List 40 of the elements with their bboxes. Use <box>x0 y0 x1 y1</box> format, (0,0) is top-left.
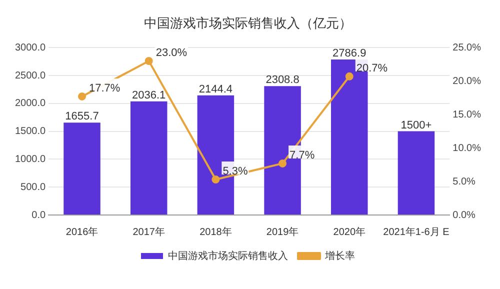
y-tick-label: 0.0 <box>32 210 46 221</box>
legend-label: 增长率 <box>324 250 355 262</box>
point <box>212 176 220 184</box>
legend-label: 中国游戏市场实际销售收入 <box>168 250 288 262</box>
y2-tick-label: 25.0% <box>452 42 482 54</box>
data-label: 1655.7 <box>65 110 99 123</box>
y2-tick-label: 15.0% <box>452 109 482 120</box>
y-tick-label: 2500.0 <box>14 70 46 82</box>
y-tick-label: 2000.0 <box>14 98 46 110</box>
x-tick-label: 2019年 <box>266 226 299 238</box>
data-label: 20.7% <box>356 62 388 74</box>
y-tick-label: 500.0 <box>20 182 46 193</box>
x-tick-label: 2017年 <box>132 226 165 238</box>
data-label: 23.0% <box>156 47 188 60</box>
x-tick-label: 2020年 <box>333 226 366 238</box>
data-label: 2308.8 <box>266 74 300 86</box>
y2-tick-label: 10.0% <box>452 142 482 154</box>
y-tick-label: 1000.0 <box>14 154 46 165</box>
y-tick-label: 3000.0 <box>14 42 46 54</box>
x-tick-label: 2021年1-6月 E <box>383 226 450 238</box>
bar <box>64 122 100 214</box>
point <box>278 159 287 168</box>
bar <box>130 101 168 214</box>
y-tick-label: 1500.0 <box>14 126 46 138</box>
data-label: 2786.9 <box>332 48 366 60</box>
data-label: 1500+ <box>400 119 432 132</box>
data-label: 7.7% <box>290 149 315 162</box>
bar <box>398 131 435 214</box>
y2-tick-label: 20.0% <box>452 76 482 87</box>
data-label: 17.7% <box>89 82 120 95</box>
point <box>144 56 153 65</box>
chart-title: 中国游戏市场实际销售收入（亿元） <box>144 15 352 30</box>
data-label: 2144.4 <box>198 83 233 96</box>
y2-tick-label: 5.0% <box>452 176 476 188</box>
x-tick-label: 2016年 <box>66 226 98 238</box>
point <box>345 72 354 80</box>
point <box>78 92 86 100</box>
data-label: 2036.1 <box>132 89 166 102</box>
y2-tick-label: 0.0% <box>452 210 476 221</box>
x-tick-label: 2018年 <box>200 226 232 238</box>
